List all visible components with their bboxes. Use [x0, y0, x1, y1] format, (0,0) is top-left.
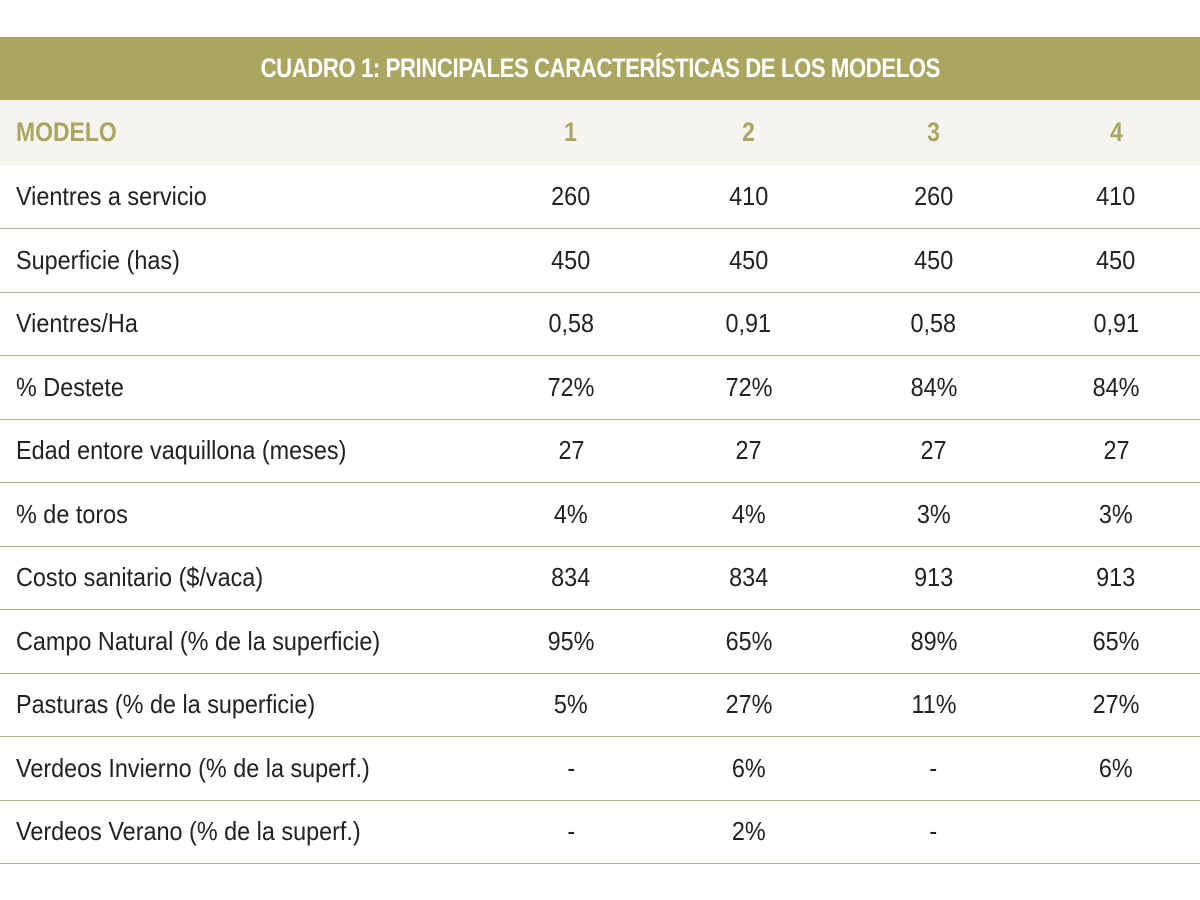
row-label: Campo Natural (% de la superficie): [16, 625, 381, 656]
cell-model-2: 6%: [731, 752, 766, 783]
cell-model-2: 2%: [731, 816, 766, 847]
cell-model-1: 834: [551, 562, 591, 593]
models-table: MODELO 1 2 3 4 Vientres a servicio 260 410…: [0, 100, 1200, 864]
cell-model-1: 27: [557, 435, 585, 466]
cell-model-1: 450: [551, 244, 591, 275]
table-title: CUADRO 1: PRINCIPALES CARACTERÍSTICAS DE…: [0, 37, 1200, 100]
table-row: % Destete 72% 72% 84% 84%: [0, 356, 1200, 419]
column-header-model-4: 4: [1109, 117, 1123, 147]
cell-model-4: 450: [1096, 244, 1136, 275]
cell-model-1: 260: [551, 181, 591, 211]
cell-model-1: 0,58: [548, 308, 594, 339]
cell-model-3: 11%: [911, 689, 957, 720]
cell-model-3: -: [929, 752, 938, 783]
column-header-model-2: 2: [742, 117, 755, 147]
cell-model-2: 410: [729, 181, 769, 211]
cell-model-3: 260: [914, 181, 954, 211]
column-header-modelo: MODELO: [16, 117, 117, 147]
row-label: Superficie (has): [16, 244, 180, 275]
cell-model-2: 0,91: [725, 308, 772, 339]
table-row: Vientres a servicio 260 410 260 410: [0, 165, 1200, 229]
cell-model-4: 410: [1096, 181, 1136, 211]
cell-model-4: 27: [1103, 435, 1130, 466]
cell-model-3: 913: [914, 562, 954, 593]
column-header-model-3: 3: [927, 117, 940, 147]
table-row: % de toros 4% 4% 3% 3%: [0, 483, 1200, 546]
row-label: % de toros: [16, 498, 128, 529]
cell-model-1: 72%: [547, 371, 595, 402]
cell-model-3: -: [929, 816, 938, 847]
cell-model-3: 0,58: [910, 308, 957, 339]
cell-model-4: 84%: [1092, 371, 1140, 402]
cell-model-2: 834: [729, 562, 769, 593]
cell-model-2: 27: [735, 435, 762, 466]
column-header-model-1: 1: [564, 117, 578, 147]
table-row: Verdeos Invierno (% de la superf.) - 6% - 6%: [0, 737, 1200, 800]
cell-model-4: 27%: [1092, 689, 1140, 720]
cell-model-4: 6%: [1099, 752, 1133, 783]
row-label: Verdeos Verano (% de la superf.): [16, 816, 361, 847]
row-label: Verdeos Invierno (% de la superf.): [16, 752, 370, 783]
cell-model-2: 72%: [725, 371, 773, 402]
row-label: % Destete: [16, 371, 124, 402]
cell-model-4: 913: [1096, 562, 1136, 593]
table-row: Verdeos Verano (% de la superf.) - 2% -: [0, 800, 1200, 864]
header-row: MODELO 1 2 3 4: [0, 100, 1200, 165]
cell-model-2: 65%: [725, 625, 773, 656]
cell-model-4: 0,91: [1093, 308, 1139, 339]
cell-model-4: [1032, 800, 1200, 864]
row-label: Pasturas (% de la superficie): [16, 689, 316, 720]
cell-model-3: 27: [920, 435, 947, 466]
row-label: Costo sanitario ($/vaca): [16, 562, 264, 593]
table-row: Vientres/Ha 0,58 0,91 0,58 0,91: [0, 292, 1200, 356]
cell-model-1: 5%: [554, 689, 588, 720]
cell-model-4: 3%: [1099, 498, 1133, 529]
cell-model-1: -: [567, 816, 575, 847]
table-row: Costo sanitario ($/vaca) 834 834 913 913: [0, 546, 1200, 610]
cell-model-4: 65%: [1092, 625, 1140, 656]
cell-model-1: 4%: [554, 498, 588, 529]
cell-model-2: 450: [729, 244, 769, 275]
cell-model-2: 4%: [731, 498, 766, 529]
row-label: Vientres a servicio: [16, 181, 207, 211]
cell-model-2: 27%: [725, 689, 773, 720]
table-row: Edad entore vaquillona (meses) 27 27 27 27: [0, 419, 1200, 483]
cell-model-3: 89%: [910, 625, 957, 656]
row-label: Vientres/Ha: [16, 308, 138, 339]
row-label: Edad entore vaquillona (meses): [16, 435, 347, 466]
table-row: Pasturas (% de la superficie) 5% 27% 11% 27%: [0, 673, 1200, 737]
cell-model-3: 84%: [910, 371, 957, 402]
cell-model-1: 95%: [547, 625, 595, 656]
cell-model-1: -: [567, 752, 575, 783]
table-row: Superficie (has) 450 450 450 450: [0, 229, 1200, 292]
cell-model-3: 3%: [916, 498, 951, 529]
table-title-text: CUADRO 1: PRINCIPALES CARACTERÍSTICAS DE…: [260, 53, 940, 83]
cell-model-3: 450: [914, 244, 954, 275]
table-row: Campo Natural (% de la superficie) 95% 65%…: [0, 610, 1200, 673]
